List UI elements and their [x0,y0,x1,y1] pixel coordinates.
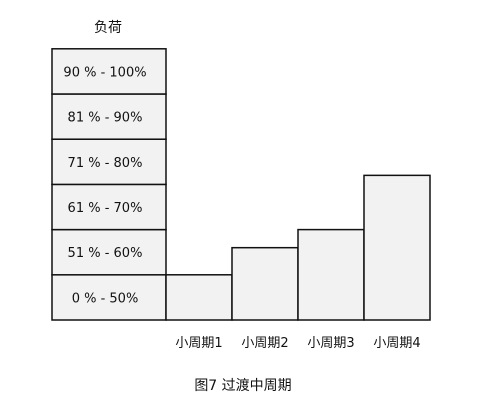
load-band-box [51,228,167,276]
cycle-label: 小周期3 [307,336,354,351]
load-band-box [51,48,167,95]
cycle-bars [165,174,431,321]
cycle-bar [231,246,299,321]
load-band-label: 61 % - 70% [68,201,143,216]
load-band-label: 90 % - 100% [63,65,146,80]
load-band-box [51,138,167,186]
cycle-label: 小周期4 [373,336,420,351]
load-band-column: 0 % - 50% 51 % - 60% 61 % - 70% 71 % - 80% 8… [51,48,167,321]
load-band-label: 81 % - 90% [68,111,143,126]
cycle-bar [297,228,365,321]
figure-caption: 图7 过渡中周期 [194,378,292,394]
load-band-label: 51 % - 60% [68,246,143,261]
load-band-box [51,183,167,231]
cycle-bar [363,174,431,321]
cycle-label: 小周期1 [175,336,222,351]
cycle-bar [165,274,233,321]
cycle-labels: 小周期1 小周期2 小周期3 小周期4 [175,336,420,351]
load-band-label: 0 % - 50% [72,291,139,306]
cycle-label: 小周期2 [241,336,288,351]
load-band-label: 71 % - 80% [68,156,143,171]
load-axis-label: 负荷 [94,20,122,36]
